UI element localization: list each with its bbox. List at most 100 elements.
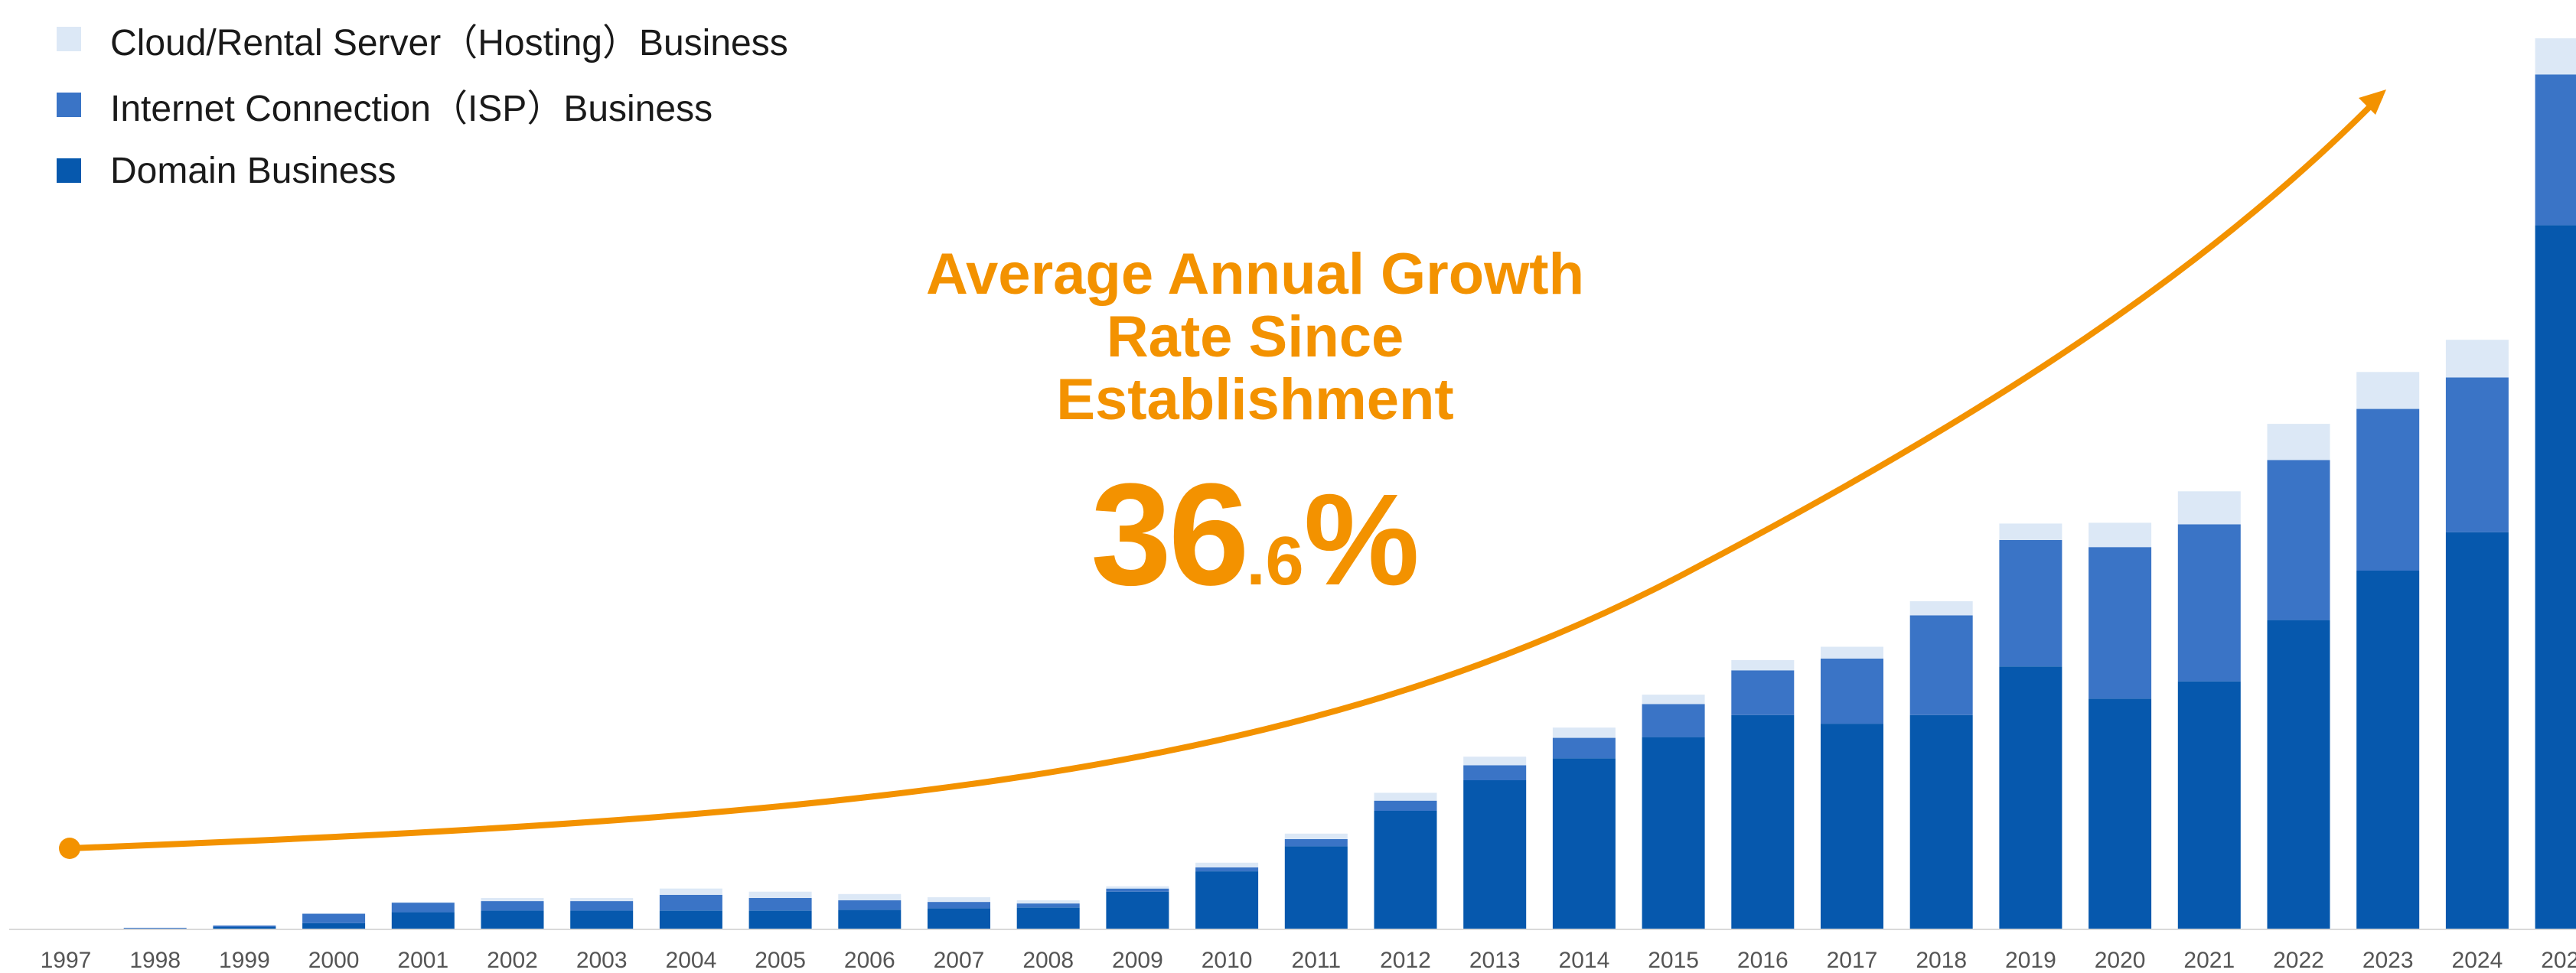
bar-2003-series-2	[570, 897, 634, 901]
bar-2005-series-2	[748, 891, 812, 898]
bar-2016-series-1	[1731, 670, 1795, 715]
x-tick-label-2000: 2000	[308, 948, 360, 973]
legend-label-domain: Domain Business	[110, 150, 396, 191]
bar-2003-series-0	[570, 910, 634, 929]
x-tick-label-2002: 2002	[487, 948, 538, 973]
x-tick-label-2015: 2015	[1648, 948, 1699, 973]
curve-start-dot	[59, 838, 80, 859]
bar-2013-series-2	[1463, 757, 1527, 766]
bar-2005-series-1	[748, 897, 812, 911]
x-tick-label-2018: 2018	[1916, 948, 1967, 973]
bar-2023-series-2	[2356, 372, 2420, 409]
bar-2018-series-1	[1909, 615, 1973, 715]
x-tick-label-2014: 2014	[1559, 948, 1610, 973]
headline-line-1: Average Annual Growth	[925, 242, 1585, 307]
bar-2017-series-1	[1821, 658, 1883, 724]
bar-2021-series-0	[2177, 681, 2241, 929]
bar-2012-series-1	[1374, 800, 1437, 811]
bar-2022-series-1	[2267, 460, 2330, 620]
bar-2006-series-0	[838, 910, 902, 929]
bar-2024-series-1	[2445, 377, 2509, 532]
bar-2002-series-1	[481, 901, 544, 911]
bar-2013-series-0	[1463, 780, 1527, 929]
headline-line-2: Rate Since	[1106, 304, 1404, 369]
growth-rate-value: 36.6%	[872, 451, 1638, 618]
bar-2012-series-0	[1374, 811, 1437, 929]
bar-2001-series-0	[391, 912, 455, 929]
bar-2006-series-2	[838, 893, 902, 900]
bar-1998-series-1	[123, 927, 187, 929]
x-tick-label-2022: 2022	[2273, 948, 2324, 973]
bar-2007-series-2	[928, 897, 990, 903]
legend: Cloud/Rental Server（Hosting）Business Int…	[57, 6, 788, 203]
x-tick-label-2011: 2011	[1292, 948, 1342, 973]
x-tick-label-2024: 2024	[2452, 948, 2503, 973]
bar-2009-series-1	[1106, 888, 1169, 892]
bar-2010-series-2	[1195, 862, 1259, 867]
bar-2014-series-0	[1552, 758, 1616, 929]
legend-swatch-isp	[57, 93, 81, 117]
x-tick-label-2021: 2021	[2183, 948, 2235, 973]
x-tick-label-2010: 2010	[1202, 948, 1253, 973]
x-tick-label-2009: 2009	[1112, 948, 1163, 973]
bar-2010-series-1	[1195, 867, 1259, 871]
bar-2000-series-0	[302, 923, 366, 929]
x-axis-tick-labels: 1997 1998 1999 2000 2001 2002 2003 2004 2005 2006…	[41, 948, 2576, 973]
bar-2021-series-1	[2177, 524, 2241, 682]
bar-2014-series-1	[1552, 737, 1616, 759]
bar-2006-series-1	[838, 900, 902, 910]
bar-2017-series-0	[1821, 724, 1883, 929]
growth-trend-arrow	[59, 89, 2386, 859]
x-tick-label-2004: 2004	[666, 948, 717, 973]
bar-2008-series-1	[1016, 903, 1080, 908]
bar-2005-series-0	[748, 910, 812, 929]
x-tick-label-2020: 2020	[2095, 948, 2146, 973]
bar-2018-series-0	[1909, 714, 1973, 929]
bar-2016-series-2	[1731, 660, 1795, 671]
bar-2023-series-0	[2356, 571, 2420, 929]
bar-2021-series-2	[2177, 491, 2241, 525]
bar-2009-series-0	[1106, 891, 1169, 929]
bar-2011-series-1	[1284, 839, 1348, 847]
legend-label-hosting: Cloud/Rental Server（Hosting）Business	[110, 23, 788, 63]
x-tick-label-2019: 2019	[2005, 948, 2056, 973]
x-tick-label-2017: 2017	[1827, 948, 1878, 973]
bar-2020-series-1	[2089, 547, 2152, 699]
bar-2024-series-2	[2445, 340, 2509, 378]
bar-2001-series-1	[391, 903, 455, 913]
rate-percent: %	[1303, 467, 1420, 613]
bar-series-group	[123, 38, 2576, 929]
bar-2004-series-0	[659, 910, 722, 929]
bar-2023-series-1	[2356, 408, 2420, 571]
bar-2007-series-1	[928, 902, 990, 909]
bar-2022-series-2	[2267, 424, 2330, 460]
bar-2011-series-0	[1284, 846, 1348, 929]
x-tick-label-2007: 2007	[934, 948, 985, 973]
x-tick-label-2006: 2006	[844, 948, 895, 973]
bar-2008-series-2	[1016, 900, 1080, 904]
x-tick-label-2023: 2023	[2362, 948, 2414, 973]
bar-2025-series-0	[2535, 225, 2576, 929]
x-tick-label-1999: 1999	[219, 948, 270, 973]
bar-2016-series-0	[1731, 714, 1795, 929]
bar-1999-series-0	[213, 926, 276, 929]
x-tick-label-2012: 2012	[1380, 948, 1431, 973]
rate-decimal: .6	[1246, 523, 1304, 600]
bar-2007-series-0	[928, 908, 990, 929]
bar-1999-series-1	[213, 925, 276, 927]
x-tick-label-2003: 2003	[576, 948, 628, 973]
x-tick-label-2013: 2013	[1469, 948, 1521, 973]
bar-2019-series-0	[1999, 666, 2062, 929]
x-tick-label-2016: 2016	[1737, 948, 1789, 973]
x-tick-label-2005: 2005	[755, 948, 806, 973]
headline-line-3: Establishment	[1056, 367, 1454, 432]
bar-2017-series-2	[1821, 646, 1883, 659]
bar-2020-series-0	[2089, 698, 2152, 929]
bar-2010-series-0	[1195, 871, 1259, 929]
rate-integer: 36	[1091, 454, 1249, 616]
bar-2022-series-0	[2267, 620, 2330, 929]
bar-2000-series-1	[302, 913, 366, 923]
bar-2019-series-2	[1999, 523, 2062, 540]
bar-2002-series-0	[481, 910, 544, 929]
